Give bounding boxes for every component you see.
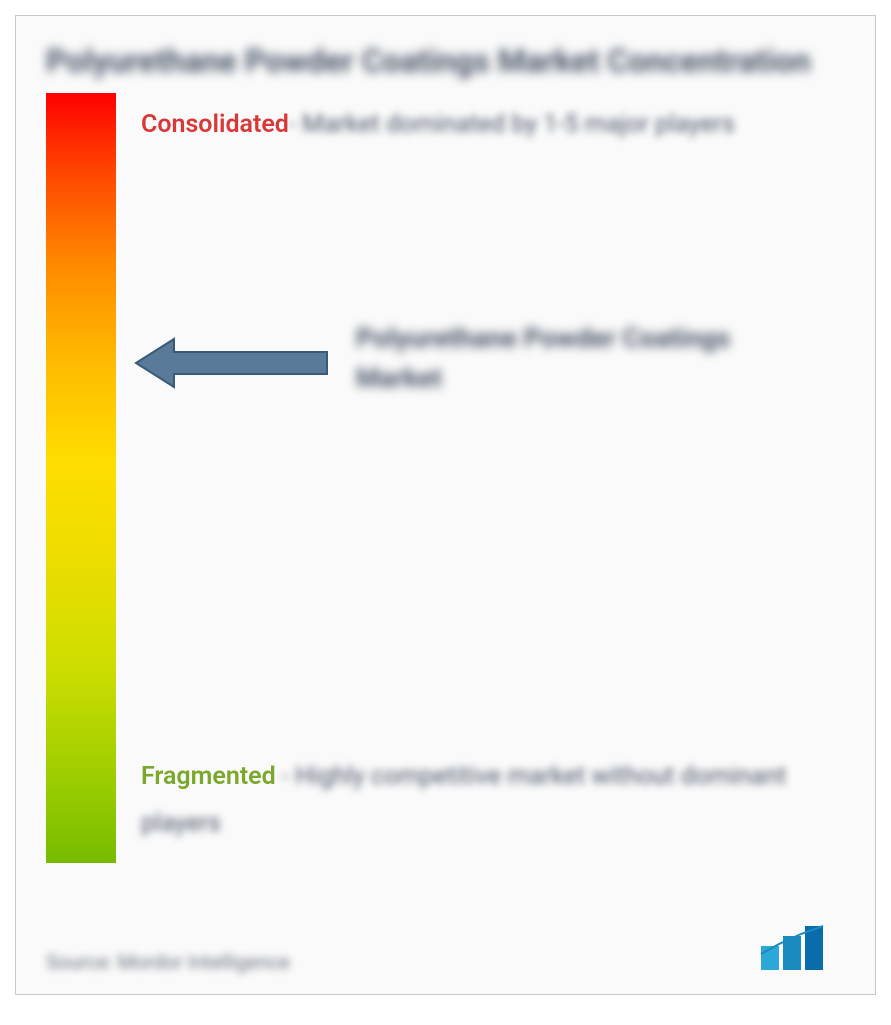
footer: Source: Mordor Intelligence <box>46 924 845 974</box>
page-title: Polyurethane Powder Coatings Market Conc… <box>46 41 845 83</box>
concentration-gradient-bar <box>46 93 116 863</box>
main-area: Consolidated- Market dominated by 1-5 ma… <box>46 93 845 873</box>
market-position-arrow <box>134 333 329 393</box>
consolidated-text: - Market dominated by 1-5 major players <box>289 110 735 139</box>
source-attribution: Source: Mordor Intelligence <box>46 950 290 974</box>
fragmented-label: Fragmented <box>141 762 276 791</box>
mordor-logo-icon <box>755 924 845 974</box>
market-name-label: Polyurethane Powder Coatings Market <box>356 318 756 399</box>
consolidated-label: Consolidated <box>141 110 289 139</box>
arrow-icon <box>134 333 329 393</box>
infographic-container: Polyurethane Powder Coatings Market Conc… <box>15 15 876 995</box>
consolidated-description: Consolidated- Market dominated by 1-5 ma… <box>141 101 835 149</box>
fragmented-description: Fragmented - Highly competitive market w… <box>141 753 835 848</box>
